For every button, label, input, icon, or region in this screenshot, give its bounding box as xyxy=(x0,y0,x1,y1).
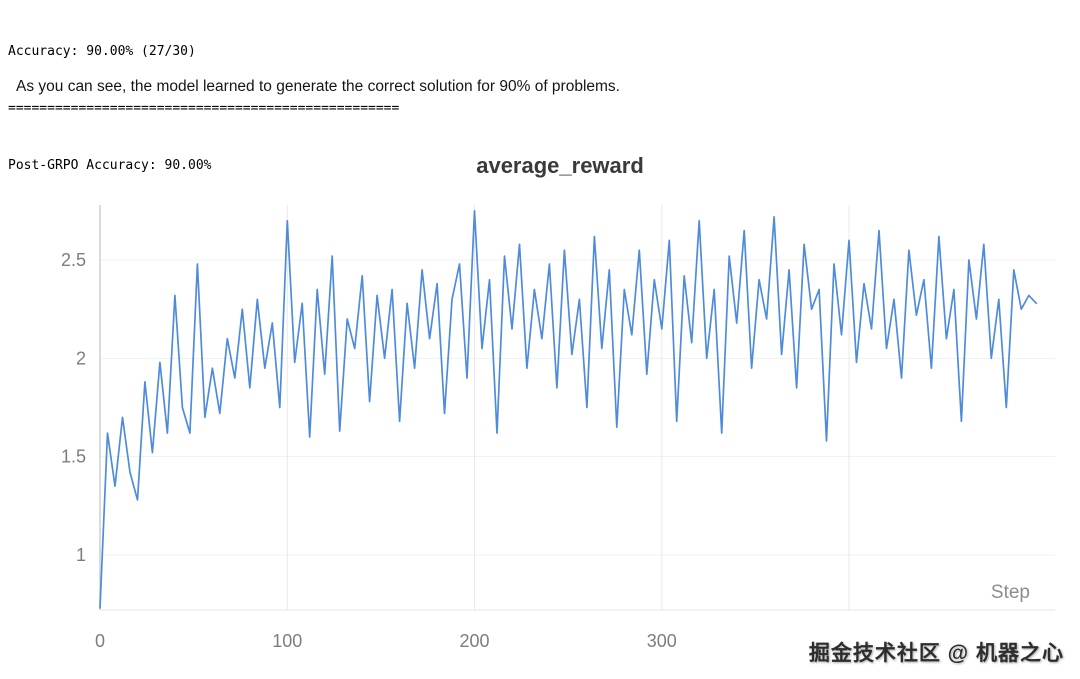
y-tick-label: 1.5 xyxy=(61,447,86,467)
x-axis-title: Step xyxy=(991,582,1030,603)
console-output: Accuracy: 90.00% (27/30) ===============… xyxy=(8,4,399,213)
chart-title: average_reward xyxy=(476,153,644,178)
x-tick-label: 0 xyxy=(95,631,105,651)
reward-line-chart: 1 1.5 2 2.5 0 100 200 300 Step xyxy=(61,205,1055,651)
y-tick-label: 2 xyxy=(76,348,86,368)
x-tick-label: 300 xyxy=(647,631,677,651)
post-grpo-accuracy-line: Post-GRPO Accuracy: 90.00% xyxy=(8,158,212,173)
y-tick-label: 2.5 xyxy=(61,250,86,270)
reward-series-line xyxy=(99,210,1038,609)
separator-line: ========================================… xyxy=(8,101,400,116)
accuracy-line: Accuracy: 90.00% (27/30) xyxy=(8,44,196,59)
watermark-text: 掘金技术社区 @ 机器之心 xyxy=(808,642,1064,665)
x-tick-label: 100 xyxy=(272,631,302,651)
explanation-text: As you can see, the model learned to gen… xyxy=(16,78,620,95)
x-tick-label: 200 xyxy=(459,631,489,651)
y-tick-label: 1 xyxy=(76,545,86,565)
